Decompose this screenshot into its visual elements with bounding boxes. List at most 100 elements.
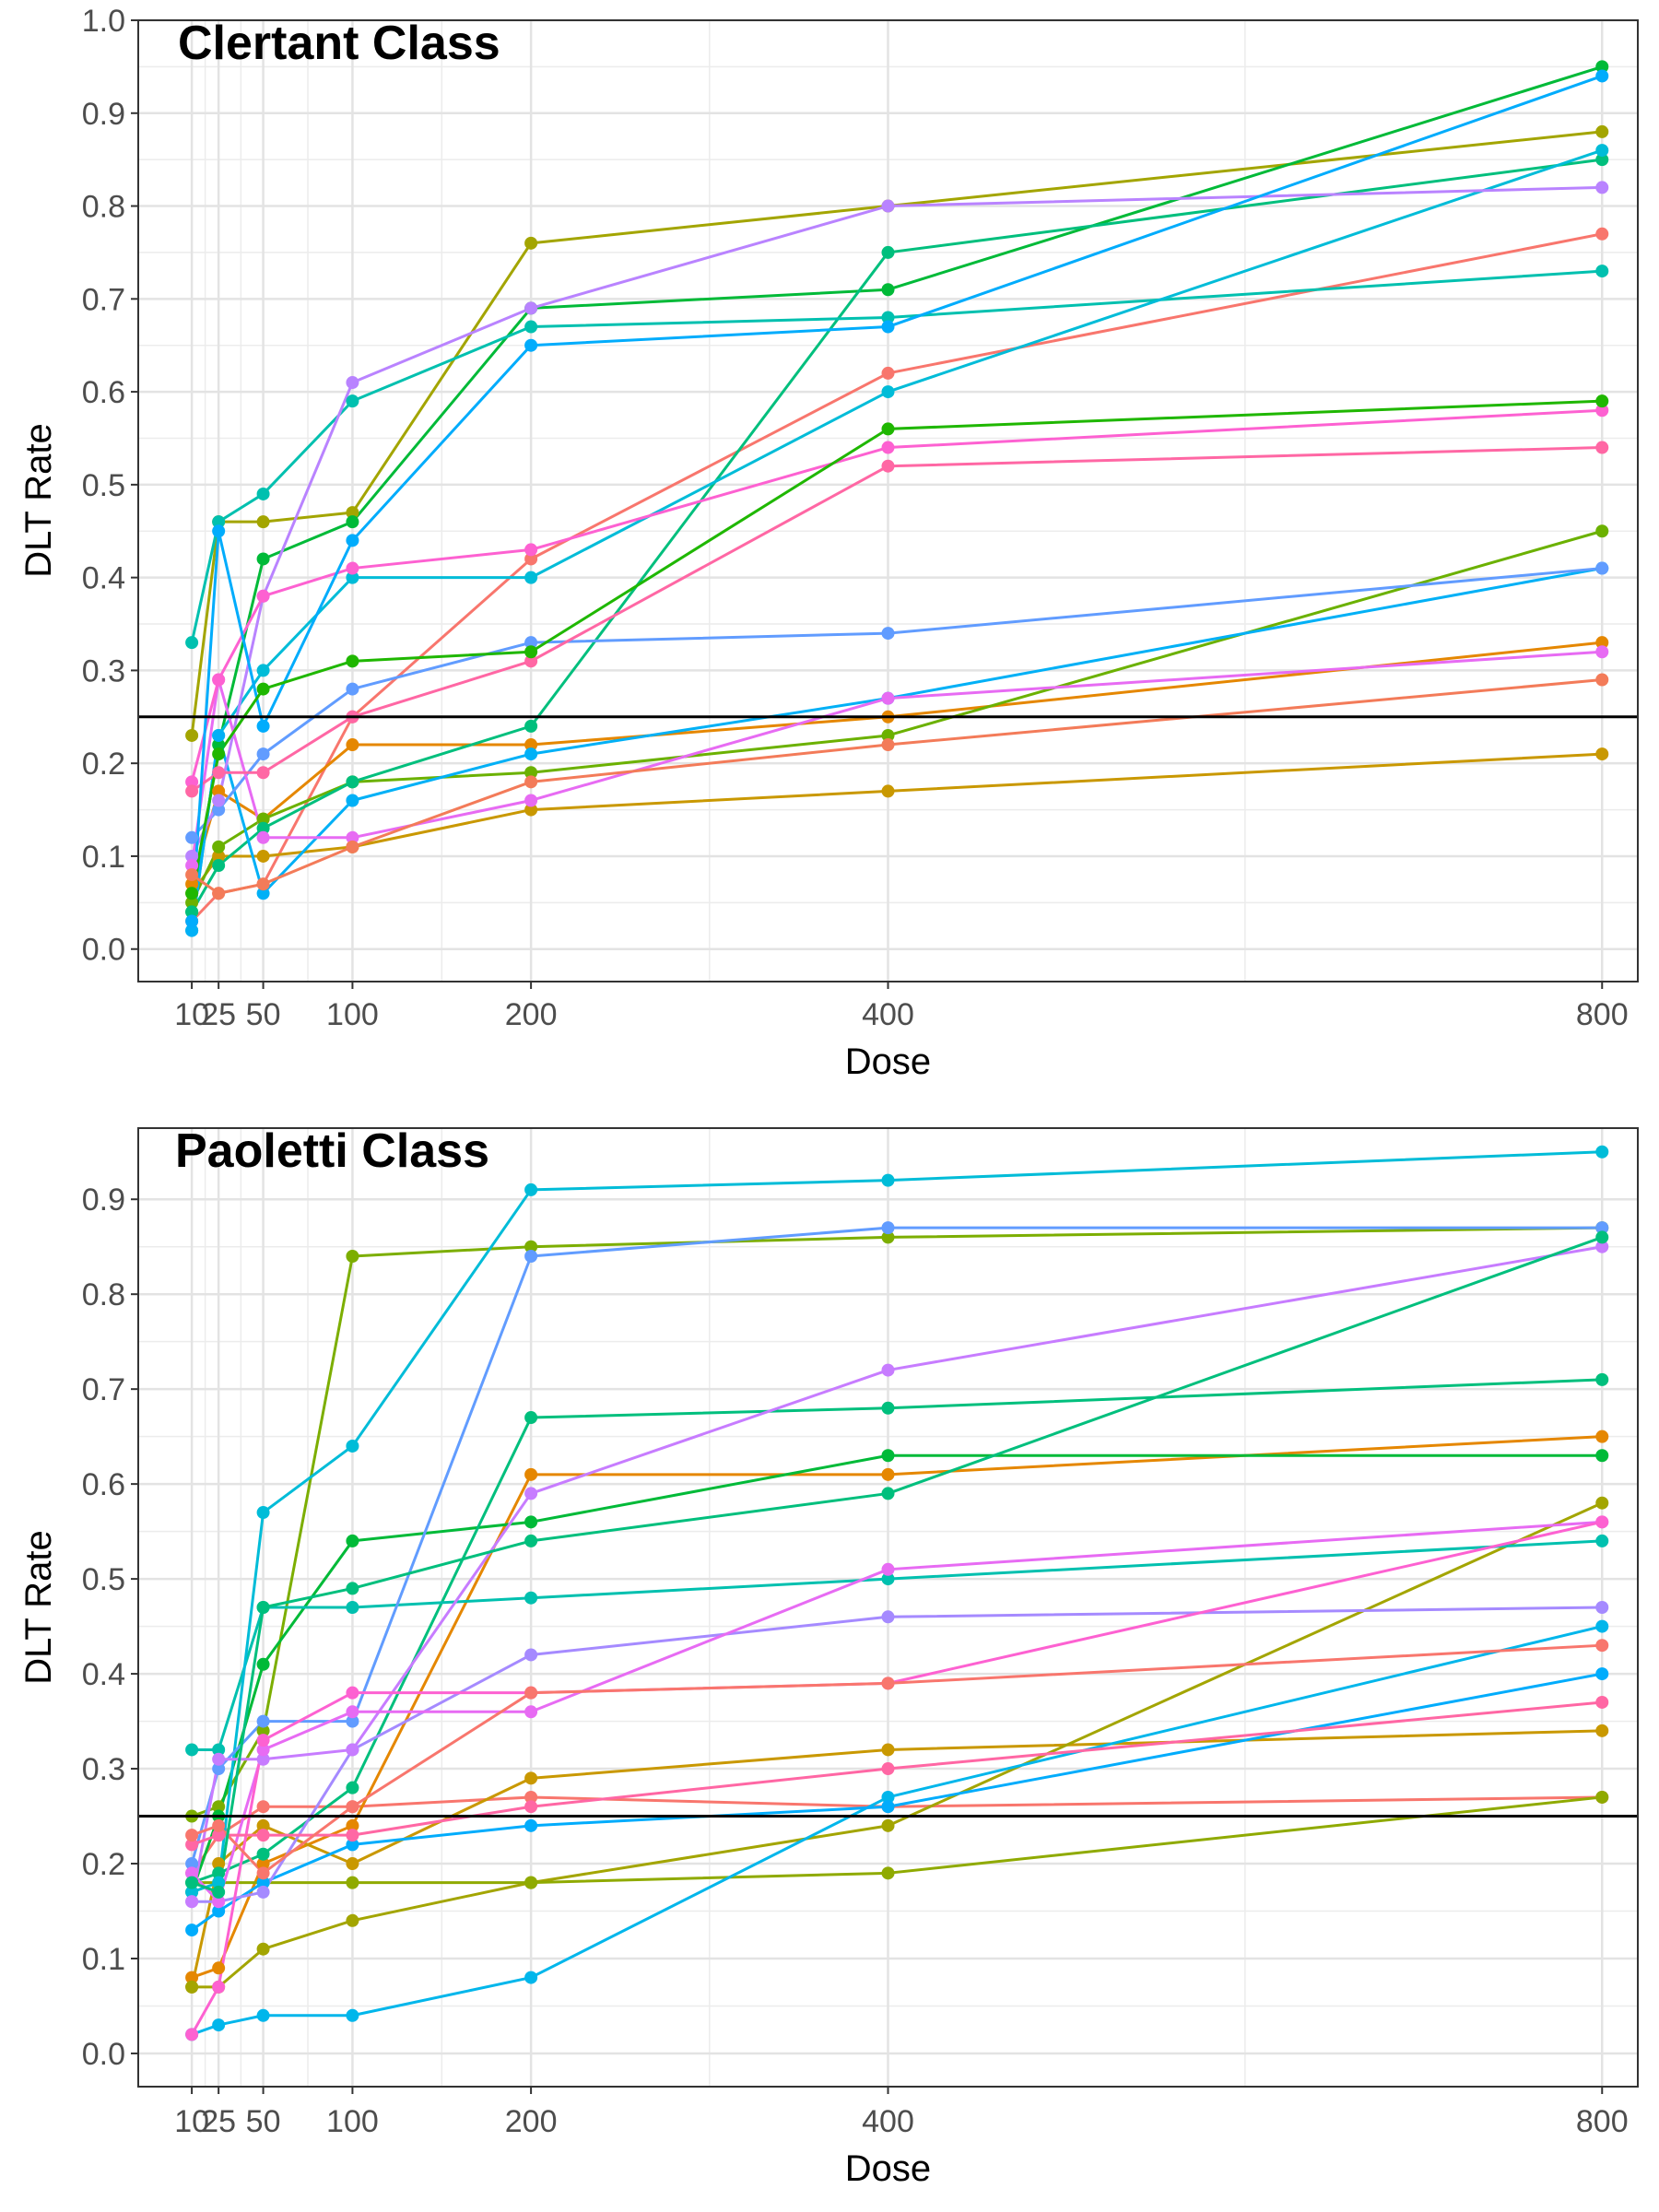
data-point — [185, 784, 199, 798]
data-point — [346, 1250, 359, 1264]
data-point — [346, 794, 359, 807]
data-point — [185, 887, 199, 900]
data-point — [212, 1885, 226, 1899]
data-point — [881, 283, 895, 297]
data-point — [346, 840, 359, 853]
data-point — [256, 1876, 270, 1889]
data-point — [346, 1818, 359, 1832]
x-tick-label: 10 — [174, 997, 209, 1032]
data-point — [256, 589, 270, 603]
data-point — [256, 682, 270, 696]
data-point — [524, 1411, 538, 1425]
data-point — [185, 1980, 199, 1994]
x-tick-label: 400 — [862, 2104, 914, 2139]
data-point — [212, 673, 226, 687]
data-point — [881, 245, 895, 259]
data-point — [881, 1401, 895, 1415]
data-point — [212, 784, 226, 798]
data-point — [185, 1971, 199, 1984]
data-point — [185, 914, 199, 928]
data-point — [881, 1467, 895, 1481]
data-point — [881, 1487, 895, 1500]
data-point — [346, 394, 359, 408]
x-tick-label: 10 — [174, 2104, 209, 2139]
data-point — [212, 1980, 226, 1994]
data-point — [212, 1752, 226, 1766]
data-point — [185, 868, 199, 882]
data-point — [346, 1582, 359, 1595]
data-point — [524, 552, 538, 566]
y-tick-label: 0.8 — [82, 1277, 125, 1312]
data-point — [524, 719, 538, 733]
data-point — [346, 515, 359, 529]
data-point — [881, 784, 895, 798]
data-point — [346, 376, 359, 390]
data-point — [256, 747, 270, 761]
y-tick-label: 0.7 — [82, 282, 125, 317]
data-point — [256, 2008, 270, 2022]
data-point — [881, 459, 895, 473]
data-point — [1595, 1667, 1609, 1681]
x-tick-label: 50 — [246, 997, 281, 1032]
data-point — [881, 1449, 895, 1463]
data-point — [185, 859, 199, 873]
data-point — [346, 1686, 359, 1700]
data-point — [1595, 561, 1609, 575]
data-point — [185, 896, 199, 910]
data-point — [212, 738, 226, 752]
x-axis-title: Dose — [845, 1041, 931, 1082]
data-point — [524, 775, 538, 789]
y-tick-label: 0.6 — [82, 375, 125, 410]
data-point — [1595, 144, 1609, 158]
data-point — [185, 1895, 199, 1909]
data-point — [524, 1515, 538, 1529]
data-point — [1595, 265, 1609, 278]
data-point — [256, 766, 270, 780]
data-point — [1595, 1724, 1609, 1737]
data-point — [1595, 69, 1609, 83]
data-point — [881, 199, 895, 213]
data-point — [881, 1677, 895, 1690]
data-point — [346, 561, 359, 575]
data-point — [185, 1885, 199, 1899]
y-axis-title: DLT Rate — [18, 423, 59, 577]
y-tick-label: 0.1 — [82, 1942, 125, 1977]
data-point — [1595, 404, 1609, 418]
data-point — [1595, 227, 1609, 241]
data-point — [881, 311, 895, 324]
y-tick-label: 0.7 — [82, 1372, 125, 1407]
data-point — [185, 924, 199, 937]
data-point — [881, 1230, 895, 1244]
data-point — [524, 1971, 538, 1984]
data-point — [346, 830, 359, 844]
data-point — [524, 1790, 538, 1804]
data-point — [1595, 394, 1609, 408]
data-point — [346, 738, 359, 752]
data-point — [881, 1743, 895, 1757]
x-tick-label: 800 — [1576, 2104, 1629, 2139]
data-point — [1595, 441, 1609, 454]
data-point — [185, 1924, 199, 1937]
data-point — [256, 515, 270, 529]
data-point — [212, 1876, 226, 1889]
data-point — [185, 905, 199, 919]
y-tick-label: 1.0 — [82, 4, 125, 39]
x-tick-label: 50 — [246, 2104, 281, 2139]
y-tick-label: 0.8 — [82, 190, 125, 225]
y-tick-label: 0.4 — [82, 561, 125, 596]
data-point — [212, 524, 226, 538]
data-point — [346, 654, 359, 668]
data-point — [256, 1942, 270, 1956]
y-tick-label: 0.2 — [82, 747, 125, 782]
data-point — [185, 849, 199, 863]
data-point — [524, 338, 538, 352]
data-point — [881, 691, 895, 705]
y-tick-label: 0.0 — [82, 933, 125, 968]
data-point — [881, 1790, 895, 1804]
data-point — [185, 830, 199, 844]
data-point — [881, 738, 895, 752]
data-point — [1595, 1230, 1609, 1244]
